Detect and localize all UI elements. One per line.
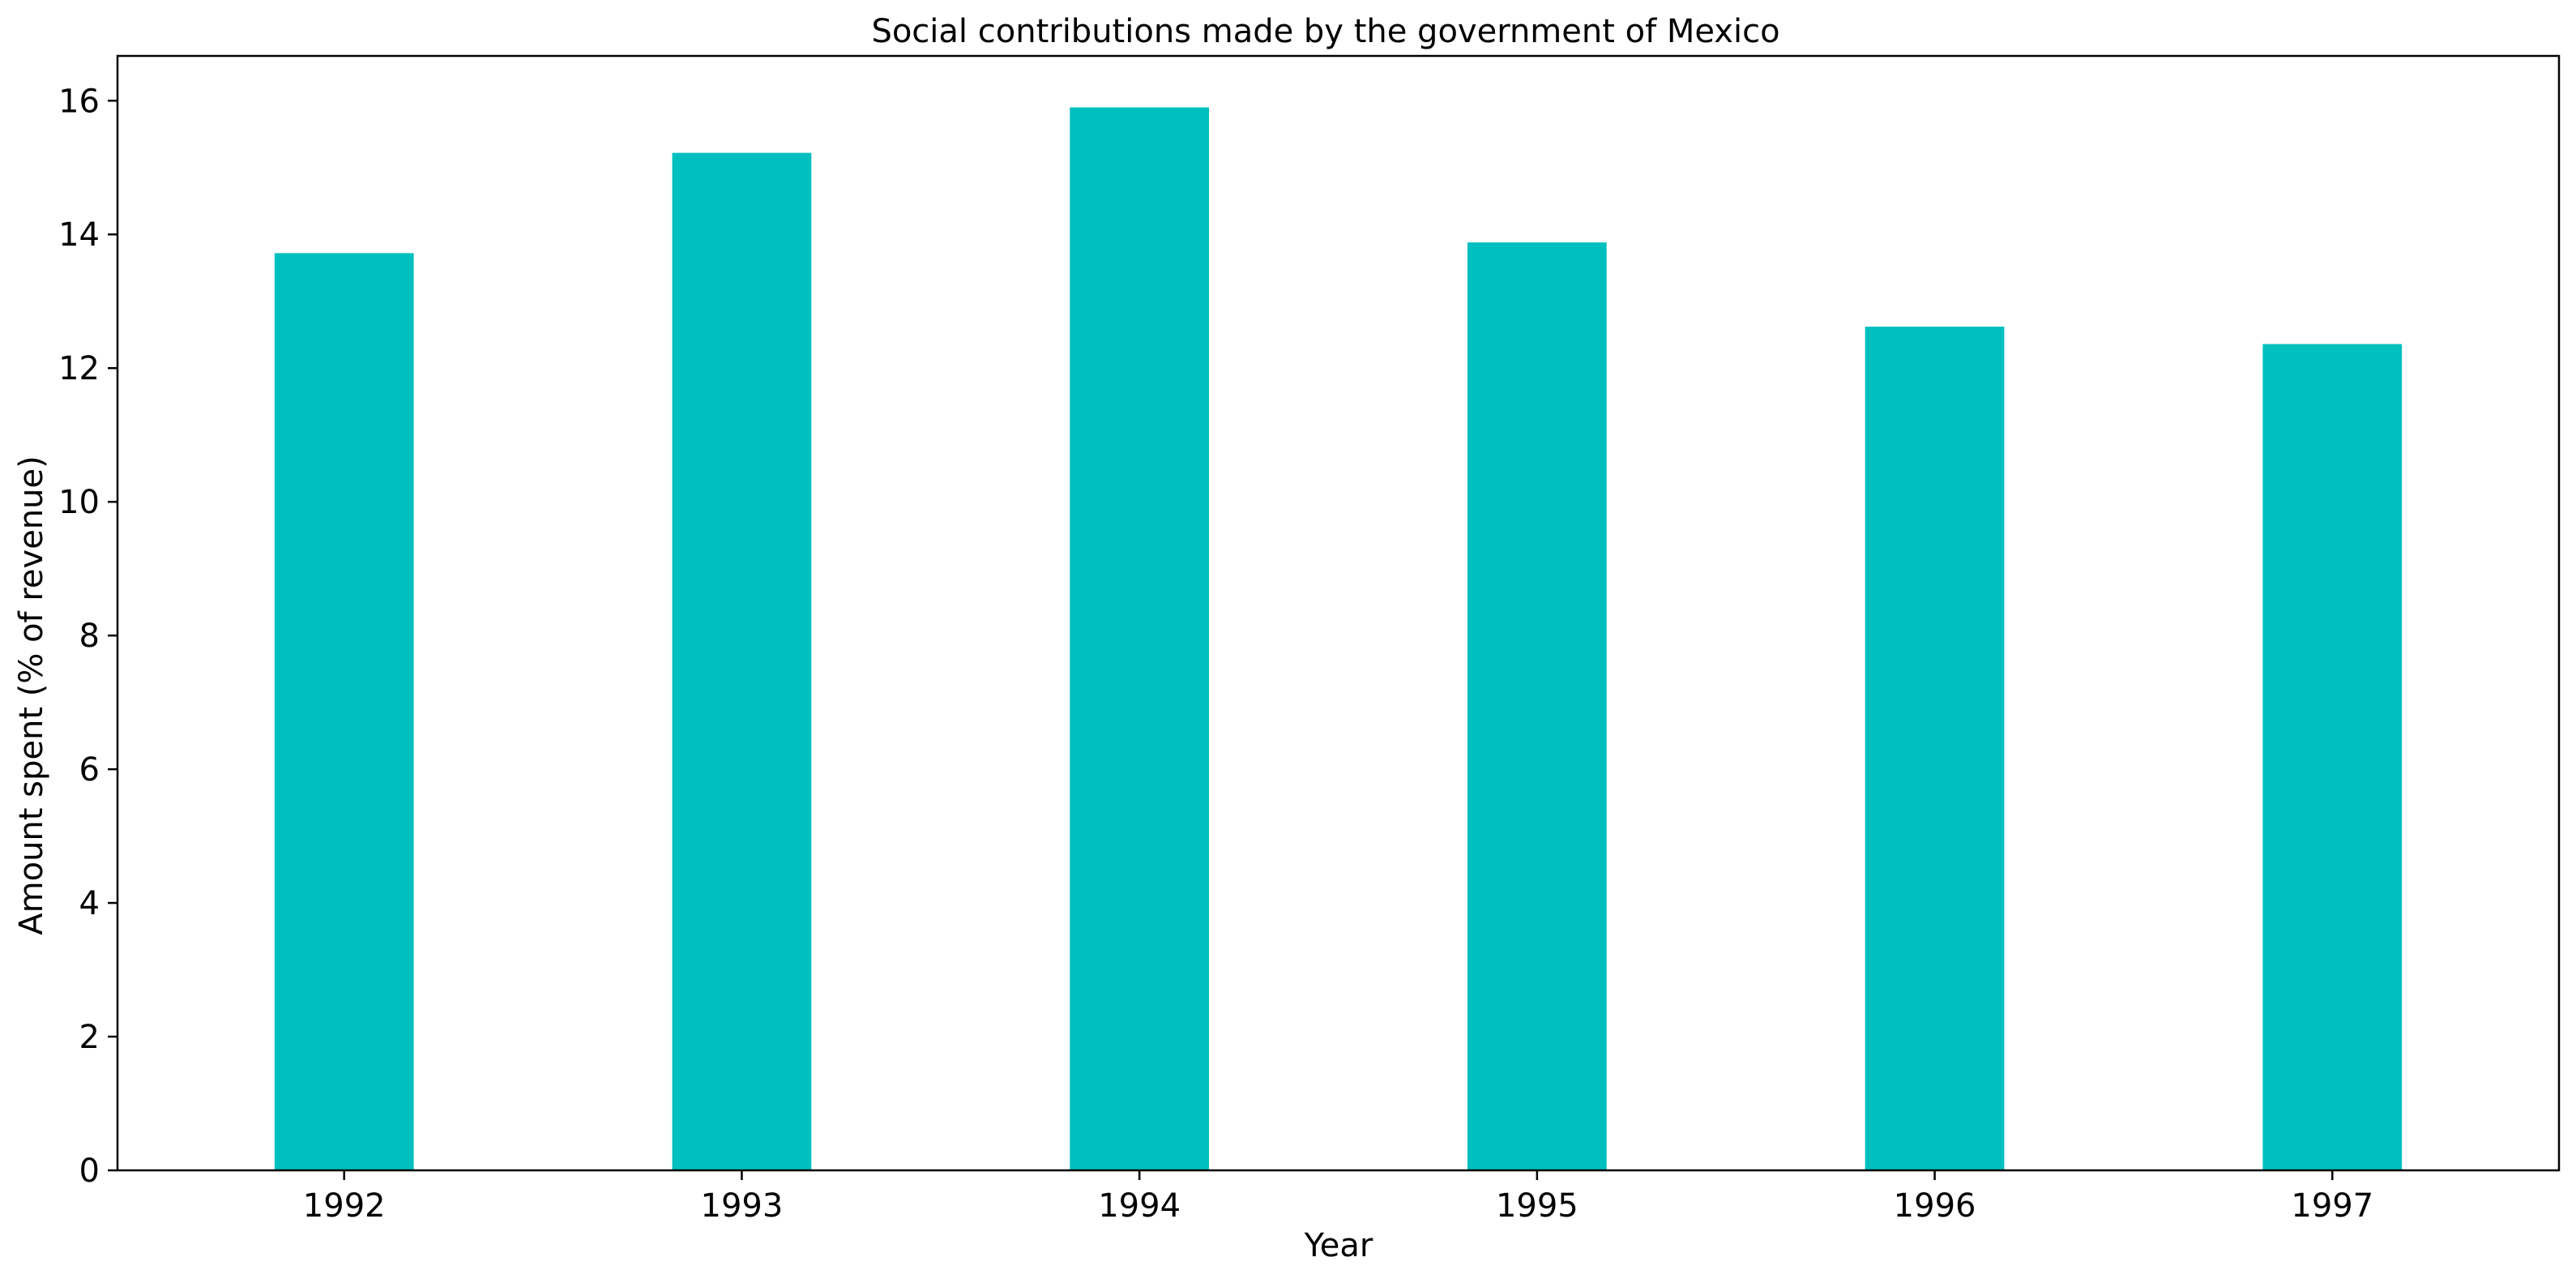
x-tick-label: 1994 bbox=[1098, 1187, 1181, 1225]
bar-1992 bbox=[274, 253, 414, 1171]
bars-layer bbox=[274, 107, 2403, 1171]
x-tick-label: 1997 bbox=[2291, 1187, 2373, 1225]
bar-1997 bbox=[2262, 344, 2403, 1170]
x-tick-label: 1996 bbox=[1894, 1187, 1976, 1225]
chart-title: Social contributions made by the governm… bbox=[871, 13, 1779, 50]
x-axis-label: Year bbox=[1304, 1227, 1373, 1264]
plot-area-frame bbox=[116, 54, 2561, 1172]
y-tick-label: 16 bbox=[58, 83, 100, 120]
y-axis-label: Amount spent (% of revenue) bbox=[13, 455, 50, 934]
x-tick-label: 1993 bbox=[701, 1187, 784, 1225]
bar-1994 bbox=[1070, 107, 1210, 1170]
bar-1993 bbox=[672, 152, 812, 1170]
x-axis-ticks: 1992 1993 1994 1995 1996 1997 bbox=[303, 1170, 2373, 1225]
y-tick-label: 10 bbox=[58, 484, 100, 521]
y-tick-label: 6 bbox=[79, 751, 100, 789]
y-tick-label: 12 bbox=[58, 350, 100, 387]
x-tick-label: 1995 bbox=[1496, 1187, 1578, 1225]
y-tick-label: 2 bbox=[79, 1019, 100, 1056]
bar-1995 bbox=[1467, 242, 1607, 1171]
y-tick-label: 14 bbox=[58, 216, 100, 254]
y-tick-label: 8 bbox=[79, 618, 100, 655]
bar-1996 bbox=[1865, 327, 2005, 1170]
y-axis-ticks: 0 2 4 6 8 10 12 14 16 bbox=[58, 83, 117, 1190]
x-tick-label: 1992 bbox=[303, 1187, 386, 1225]
y-tick-label: 4 bbox=[79, 885, 100, 922]
y-tick-label: 0 bbox=[79, 1153, 100, 1190]
